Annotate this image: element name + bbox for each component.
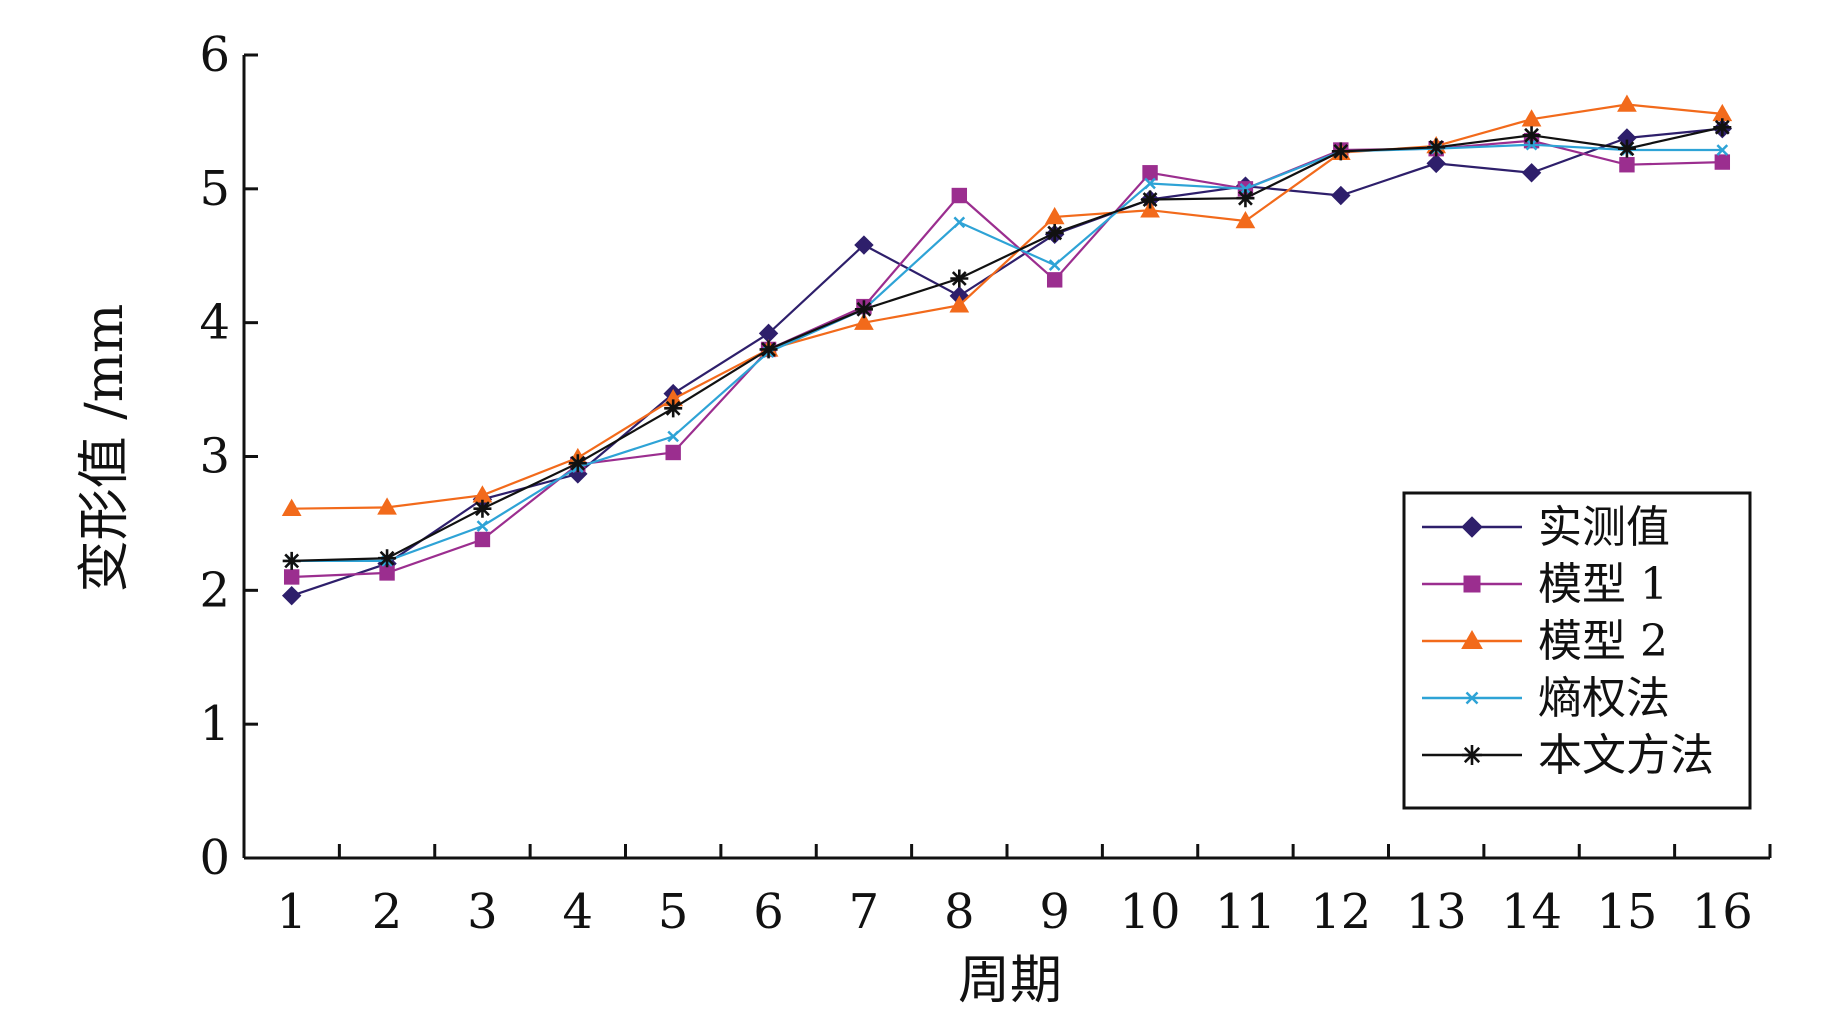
data-point-star	[664, 399, 683, 418]
data-point-star	[759, 340, 778, 359]
y-axis-title: 变形值 /mm	[75, 304, 135, 593]
data-point-star	[473, 499, 492, 518]
data-point-triangle	[854, 312, 874, 330]
data-point-square	[474, 531, 491, 548]
data-point-star	[1236, 189, 1255, 208]
legend-label: 熵权法	[1538, 673, 1670, 724]
series-line	[291, 143, 1723, 563]
x-tick-label: 11	[1215, 884, 1276, 940]
data-point-x	[1525, 138, 1538, 151]
x-axis-title: 周期	[958, 951, 1062, 1011]
data-point-triangle	[1235, 210, 1256, 229]
series-5	[282, 118, 1732, 570]
data-point-star	[568, 454, 587, 473]
data-point-triangle	[949, 295, 970, 313]
x-tick-label: 2	[372, 884, 403, 940]
series-line	[291, 139, 1723, 579]
y-tick-label: 0	[199, 830, 230, 886]
data-point-square	[283, 569, 300, 585]
data-point-triangle	[281, 498, 302, 516]
data-point-star	[1331, 142, 1350, 161]
x-tick-label: 16	[1692, 884, 1753, 940]
data-point-star	[1427, 138, 1446, 157]
legend-item: 熵权法	[1422, 673, 1670, 724]
data-point-square	[379, 565, 395, 581]
legend-label: 模型 2	[1538, 616, 1668, 667]
data-point-star	[1522, 126, 1541, 145]
data-point-star	[1617, 139, 1636, 158]
series-group	[281, 94, 1733, 606]
legend-label: 本文方法	[1538, 730, 1714, 781]
data-point-x	[1144, 177, 1156, 190]
data-point-square	[1142, 165, 1158, 181]
data-point-x	[1048, 259, 1061, 271]
data-point-diamond	[1461, 516, 1483, 538]
data-point-square	[951, 187, 968, 204]
data-point-x	[953, 216, 966, 229]
data-point-star	[1141, 190, 1160, 209]
x-tick-label: 6	[753, 884, 784, 940]
data-point-diamond	[281, 585, 302, 606]
y-tick-label: 6	[199, 27, 230, 83]
x-tick-label: 10	[1120, 884, 1181, 940]
data-point-square	[1463, 575, 1481, 593]
y-tick-label: 5	[199, 161, 230, 217]
x-tick-label: 7	[849, 884, 880, 940]
series-line	[291, 126, 1723, 562]
data-point-square	[1046, 272, 1063, 288]
data-point-x	[1716, 144, 1729, 156]
data-point-triangle	[1617, 94, 1637, 112]
data-point-triangle	[1044, 206, 1065, 225]
x-tick-label: 12	[1310, 884, 1371, 940]
x-tick-label: 1	[276, 884, 307, 940]
x-tick-label: 5	[658, 884, 689, 940]
data-point-x	[476, 520, 489, 532]
data-point-square	[665, 444, 681, 461]
x-tick-label: 14	[1501, 884, 1562, 940]
x-tick-label: 8	[944, 884, 975, 940]
legend-label: 实测值	[1538, 502, 1670, 553]
data-point-star	[854, 300, 873, 319]
legend-item: 本文方法	[1422, 730, 1714, 781]
x-tick-label: 4	[563, 884, 594, 940]
y-tick-label: 3	[199, 429, 230, 485]
data-point-triangle	[377, 497, 397, 515]
data-point-triangle	[1521, 109, 1542, 127]
x-tick-label: 3	[467, 884, 498, 940]
data-point-star	[282, 551, 301, 570]
data-point-diamond	[1331, 185, 1351, 206]
data-point-star	[1462, 745, 1482, 765]
data-point-star	[1713, 118, 1732, 137]
series-3	[281, 94, 1733, 516]
legend-label: 模型 1	[1538, 559, 1668, 610]
x-tick-label: 13	[1406, 884, 1467, 940]
data-point-square	[1714, 154, 1731, 170]
y-tick-label: 4	[199, 295, 230, 351]
data-point-x	[667, 430, 680, 443]
legend-item: 实测值	[1422, 502, 1670, 553]
data-point-diamond	[1426, 153, 1446, 174]
x-tick-label: 15	[1596, 884, 1657, 940]
series-line	[291, 103, 1723, 510]
legend-item: 模型 1	[1422, 559, 1668, 610]
data-point-star	[1045, 223, 1064, 242]
legend-item: 模型 2	[1422, 616, 1668, 667]
data-point-triangle	[1140, 200, 1160, 218]
data-point-diamond	[854, 235, 874, 255]
data-point-x	[1239, 182, 1252, 195]
x-tick-label: 9	[1039, 884, 1070, 940]
data-point-diamond	[1521, 163, 1542, 183]
data-point-triangle	[1461, 629, 1483, 649]
y-tick-label: 1	[199, 696, 230, 752]
data-point-star	[378, 549, 397, 568]
y-tick-label: 2	[199, 562, 230, 618]
data-point-x	[1465, 691, 1479, 705]
data-point-star	[950, 269, 969, 288]
data-point-square	[1619, 157, 1635, 173]
